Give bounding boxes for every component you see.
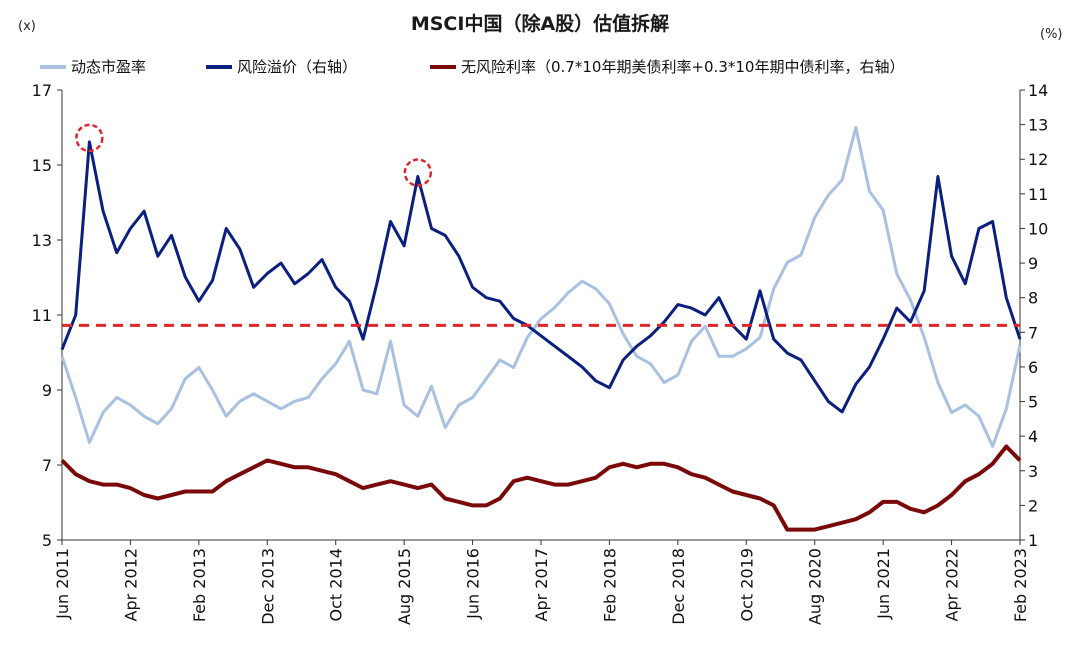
x-tick-label: Apr 2017 [532, 548, 551, 621]
left-tick-label: 9 [42, 381, 52, 400]
left-tick-label: 7 [42, 456, 52, 475]
right-tick-label: 10 [1028, 219, 1048, 238]
legend-label: 无风险利率（0.7*10年期美债利率+0.3*10年期中债利率，右轴） [461, 58, 904, 76]
left-tick-label: 17 [32, 81, 52, 100]
right-tick-label: 9 [1028, 254, 1038, 273]
peak-highlight-circle [403, 158, 433, 187]
right-tick-label: 2 [1028, 496, 1038, 515]
x-tick-label: Oct 2019 [737, 548, 756, 621]
legend: 动态市盈率 风险溢价（右轴） 无风险利率（0.7*10年期美债利率+0.3*10年期… [40, 58, 904, 76]
x-tick-label: Jun 2011 [53, 548, 72, 620]
x-tick-label: Feb 2023 [1011, 548, 1030, 622]
legend-label: 动态市盈率 [71, 58, 146, 76]
left-tick-label: 13 [32, 231, 52, 250]
right-tick-label: 12 [1028, 150, 1048, 169]
peak-highlight-circle [75, 123, 104, 153]
left-tick-label: 11 [32, 306, 52, 325]
legend-label: 风险溢价（右轴） [237, 58, 357, 76]
right-tick-label: 8 [1028, 289, 1038, 308]
x-tick-label: Dec 2018 [669, 548, 688, 625]
right-tick-label: 4 [1028, 427, 1038, 446]
x-tick-label: Aug 2015 [395, 548, 414, 625]
right-tick-label: 6 [1028, 358, 1038, 377]
chart-title: MSCI中国（除A股）估值拆解 [411, 12, 669, 35]
right-tick-label: 7 [1028, 323, 1038, 342]
right-tick-label: 14 [1028, 81, 1048, 100]
right-tick-label: 13 [1028, 116, 1048, 135]
x-tick-label: Jun 2021 [874, 548, 893, 620]
x-tick-label: Jun 2016 [464, 548, 483, 620]
left-tick-label: 15 [32, 156, 52, 175]
series-line [60, 126, 1022, 448]
x-tick-label: Aug 2020 [806, 548, 825, 625]
right-axis-unit: (%) [1040, 27, 1063, 42]
left-tick-label: 5 [42, 531, 52, 550]
x-tick-label: Dec 2013 [258, 548, 277, 625]
right-tick-label: 11 [1028, 185, 1048, 204]
x-tick-label: Feb 2013 [190, 548, 209, 622]
left-axis-unit: (x) [18, 19, 36, 34]
x-tick-label: Oct 2014 [327, 548, 346, 621]
x-tick-label: Apr 2022 [943, 548, 962, 621]
x-tick-label: Apr 2012 [121, 548, 140, 621]
annotations [62, 123, 1020, 327]
series-line [60, 140, 1022, 414]
right-tick-label: 5 [1028, 393, 1038, 412]
series-layer [60, 126, 1022, 532]
right-tick-label: 1 [1028, 531, 1038, 550]
right-tick-label: 3 [1028, 462, 1038, 481]
series-line [60, 444, 1022, 532]
x-tick-label: Feb 2018 [600, 548, 619, 622]
